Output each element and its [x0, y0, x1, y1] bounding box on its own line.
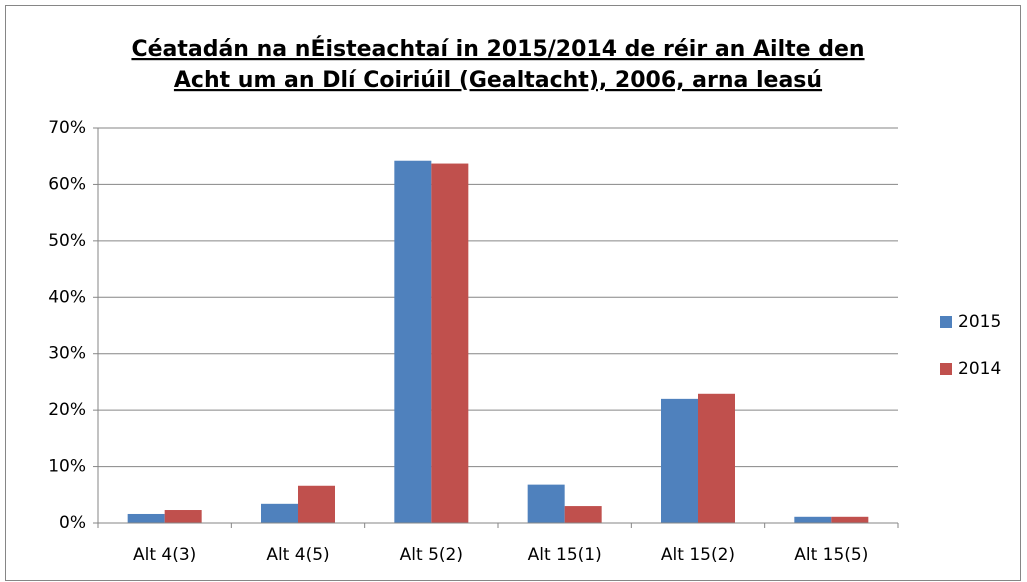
chart-border: [5, 5, 1021, 581]
y-tick-label: 60%: [48, 174, 86, 194]
y-tick-label: 0%: [59, 513, 86, 533]
bar: [261, 503, 298, 523]
x-tick-label: Alt 15(1): [528, 545, 602, 565]
y-tick-label: 30%: [48, 344, 86, 364]
legend-label: 2014: [958, 359, 1001, 379]
bar: [698, 393, 735, 523]
y-tick-label: 20%: [48, 400, 86, 420]
y-tick-label: 40%: [48, 287, 86, 307]
bar: [527, 484, 565, 523]
x-tick-label: Alt 15(2): [661, 545, 735, 565]
x-tick-label: Alt 4(3): [133, 545, 196, 565]
x-tick-label: Alt 5(2): [400, 545, 463, 565]
legend-swatch: [940, 363, 952, 375]
y-tick-label: 10%: [48, 457, 86, 477]
legend-swatch: [940, 316, 952, 328]
x-tick-label: Alt 15(5): [794, 545, 868, 565]
bar: [127, 513, 165, 523]
bar: [794, 516, 832, 523]
bar: [431, 163, 469, 524]
y-tick-label: 50%: [48, 231, 86, 251]
bar: [564, 506, 602, 523]
chart-title: Acht um an Dlí Coiriúil (Gealtacht), 200…: [174, 68, 822, 93]
bar: [394, 160, 432, 523]
x-tick-label: Alt 4(5): [266, 545, 329, 565]
bar: [164, 510, 202, 523]
bar: [831, 516, 869, 523]
bar: [298, 485, 335, 523]
y-tick-label: 70%: [48, 118, 86, 138]
legend-label: 2015: [958, 312, 1001, 332]
chart-title: Céatadán na nÉisteachtaí in 2015/2014 de…: [131, 36, 864, 62]
bar: [661, 398, 698, 523]
